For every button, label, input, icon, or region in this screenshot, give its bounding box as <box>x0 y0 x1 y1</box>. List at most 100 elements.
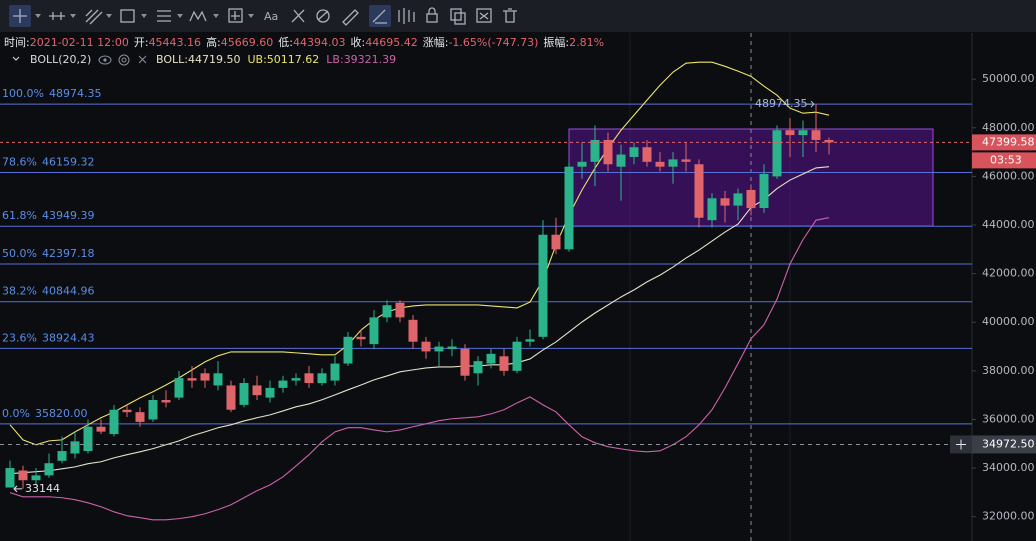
candle-body <box>265 387 275 398</box>
fib-price: 46159.32 <box>42 156 95 169</box>
candle-body <box>655 161 665 167</box>
candle-body <box>278 380 288 388</box>
candle-body <box>18 470 28 481</box>
candle-body <box>707 198 717 221</box>
candle-body <box>343 336 353 364</box>
rect-tool[interactable] <box>120 9 147 23</box>
copy-tool[interactable] <box>450 8 466 25</box>
candle-body <box>395 302 405 318</box>
channel-tool[interactable] <box>85 9 112 25</box>
eraser-tool[interactable] <box>316 9 330 23</box>
candle-body <box>577 161 587 167</box>
wave-tool[interactable] <box>189 10 219 22</box>
fib-level: 100.0% <box>2 87 44 100</box>
legend-value: 39321.39 <box>344 53 397 66</box>
collapse-icon[interactable] <box>12 56 20 61</box>
fib-label: 50.0% 42397.18 <box>2 247 94 260</box>
eye-icon[interactable] <box>98 55 112 65</box>
candle-body <box>187 378 197 381</box>
fib-level: 50.0% <box>2 247 37 260</box>
low-marker: 33144 <box>25 482 60 495</box>
candle-tool[interactable] <box>398 8 415 24</box>
candle-body <box>746 189 756 209</box>
candle-body <box>304 373 314 384</box>
candle-body <box>460 348 470 376</box>
legend-name: BOLL: <box>156 53 188 66</box>
y-tick-label: 46000.00 <box>982 169 1035 182</box>
band-line <box>9 217 830 521</box>
candle-body <box>629 147 639 157</box>
close-icon[interactable] <box>138 55 147 64</box>
candle-body <box>499 356 509 371</box>
legend-name: UB: <box>247 53 266 66</box>
pen-tool[interactable] <box>369 5 391 27</box>
fib-price: 38924.43 <box>42 331 95 344</box>
countdown-label: 03:53 <box>990 153 1022 166</box>
indicator-legend: BOLL(20,2) BOLL:44719.50 UB:50117.62 LB:39… <box>12 53 396 66</box>
fib-label: 61.8% 43949.39 <box>2 209 94 222</box>
candle-body <box>473 361 483 374</box>
last-price-label: 47399.58 <box>982 135 1035 148</box>
readout-value: 45443.16 <box>149 36 202 49</box>
fib-label: 100.0% 48974.35 <box>2 87 101 100</box>
fib-price: 48974.35 <box>49 87 102 100</box>
fib-tool[interactable] <box>157 10 183 22</box>
candle-body <box>252 385 262 396</box>
candle-body <box>44 463 54 476</box>
candle-body <box>486 353 496 364</box>
y-tick-label: 40000.00 <box>982 315 1035 328</box>
y-tick-label: 48000.00 <box>982 121 1035 134</box>
readout-label: 振幅: <box>543 35 569 49</box>
y-tick-label: 38000.00 <box>982 364 1035 377</box>
candle-body <box>798 130 808 136</box>
candle-body <box>772 130 782 177</box>
fib-level: 38.2% <box>2 285 37 298</box>
ruler-tool[interactable] <box>342 9 359 26</box>
crosshair-tool[interactable] <box>9 5 41 27</box>
readout-value: 2.81% <box>569 36 604 49</box>
crosshair-plus <box>956 439 966 450</box>
settings-icon[interactable] <box>118 54 130 66</box>
y-tick-label: 42000.00 <box>982 267 1035 280</box>
candle-body <box>434 346 444 352</box>
readout-value: 2021-02-11 12:00 <box>30 36 129 49</box>
fib-price: 43949.39 <box>42 209 95 222</box>
fib-price: 35820.00 <box>35 407 88 420</box>
candle-body <box>824 139 834 143</box>
fib-price: 40844.96 <box>42 285 95 298</box>
candle-body <box>317 373 327 384</box>
line-tool[interactable] <box>49 12 76 20</box>
delete-tool[interactable] <box>503 8 517 23</box>
readout-label: 开: <box>134 36 149 49</box>
brush-tool[interactable] <box>291 9 305 23</box>
crosshair-label: 34972.50 <box>982 437 1035 450</box>
fib-level: 78.6% <box>2 156 37 169</box>
band-readout: BOLL:44719.50 UB:50117.62 LB:39321.39 <box>156 53 396 66</box>
candle-body <box>70 441 80 454</box>
fib-label: 23.6% 38924.43 <box>2 331 94 344</box>
fib-label: 38.2% 40844.96 <box>2 285 94 298</box>
legend-value: 44719.50 <box>188 53 241 66</box>
measure-tool[interactable] <box>228 8 254 23</box>
readout-label: 时间: <box>4 36 30 49</box>
candle-body <box>785 130 795 136</box>
legend-value: 50117.62 <box>267 53 320 66</box>
candle-body <box>200 373 210 381</box>
hide-tool[interactable] <box>476 8 492 23</box>
readout-value: 44695.42 <box>365 36 418 49</box>
text-tool[interactable]: Aa <box>264 10 278 23</box>
candle-body <box>642 147 652 162</box>
candle-body <box>174 378 184 398</box>
fib-label: 78.6% 46159.32 <box>2 156 94 169</box>
lock-tool[interactable] <box>426 7 438 23</box>
candle-body <box>109 409 119 435</box>
candle-body <box>291 378 301 381</box>
candle-body <box>421 341 431 352</box>
candle-body <box>603 139 613 165</box>
candle-body <box>720 198 730 206</box>
readout-label: 低: <box>278 36 293 49</box>
candle-body <box>356 336 366 340</box>
candle-body <box>96 426 106 432</box>
candle-body <box>122 409 132 413</box>
readout-value: 44394.03 <box>293 36 346 49</box>
